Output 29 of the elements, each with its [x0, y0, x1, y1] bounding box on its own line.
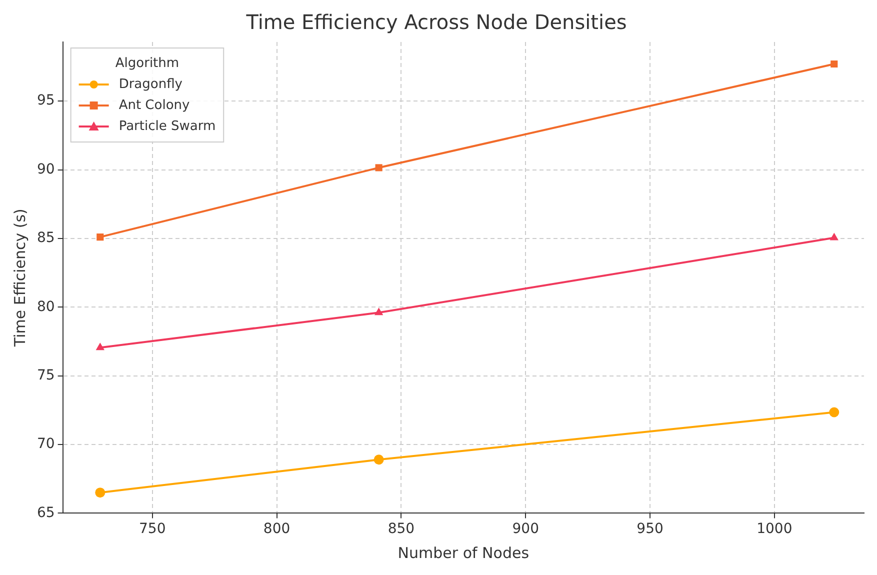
legend-label: Dragonfly [118, 76, 183, 92]
x-tick-label: 800 [263, 521, 290, 538]
y-tick-label: 80 [36, 298, 55, 315]
y-tick-label: 65 [36, 504, 55, 521]
y-tick-label: 90 [36, 161, 55, 178]
point [96, 342, 104, 350]
x-tick-label: 950 [636, 521, 664, 538]
y-axis-title: Time Efficiency (s) [10, 208, 29, 348]
point [96, 234, 104, 241]
y-tick-label: 75 [36, 367, 55, 384]
x-axis-title: Number of Nodes [398, 544, 530, 562]
point [95, 488, 106, 498]
legend-label: Ant Colony [118, 98, 190, 113]
y-tick-label: 95 [36, 92, 55, 109]
point [375, 164, 382, 172]
x-tick-label: 850 [388, 521, 415, 538]
x-tick-label: 750 [139, 521, 166, 538]
x-tick-label: 900 [512, 521, 539, 538]
y-tick-label: 85 [36, 230, 55, 246]
point [830, 232, 838, 240]
point [830, 60, 838, 68]
point [829, 407, 840, 418]
point [374, 454, 384, 465]
legend-label: Particle Swarm [118, 118, 216, 134]
legend-title: Algorithm [115, 56, 180, 71]
chart-title: Time Efficiency Across Node Densities [245, 10, 627, 34]
x-tick-label: 1000 [756, 521, 792, 538]
point [374, 308, 384, 316]
y-tick-label: 70 [36, 436, 55, 452]
